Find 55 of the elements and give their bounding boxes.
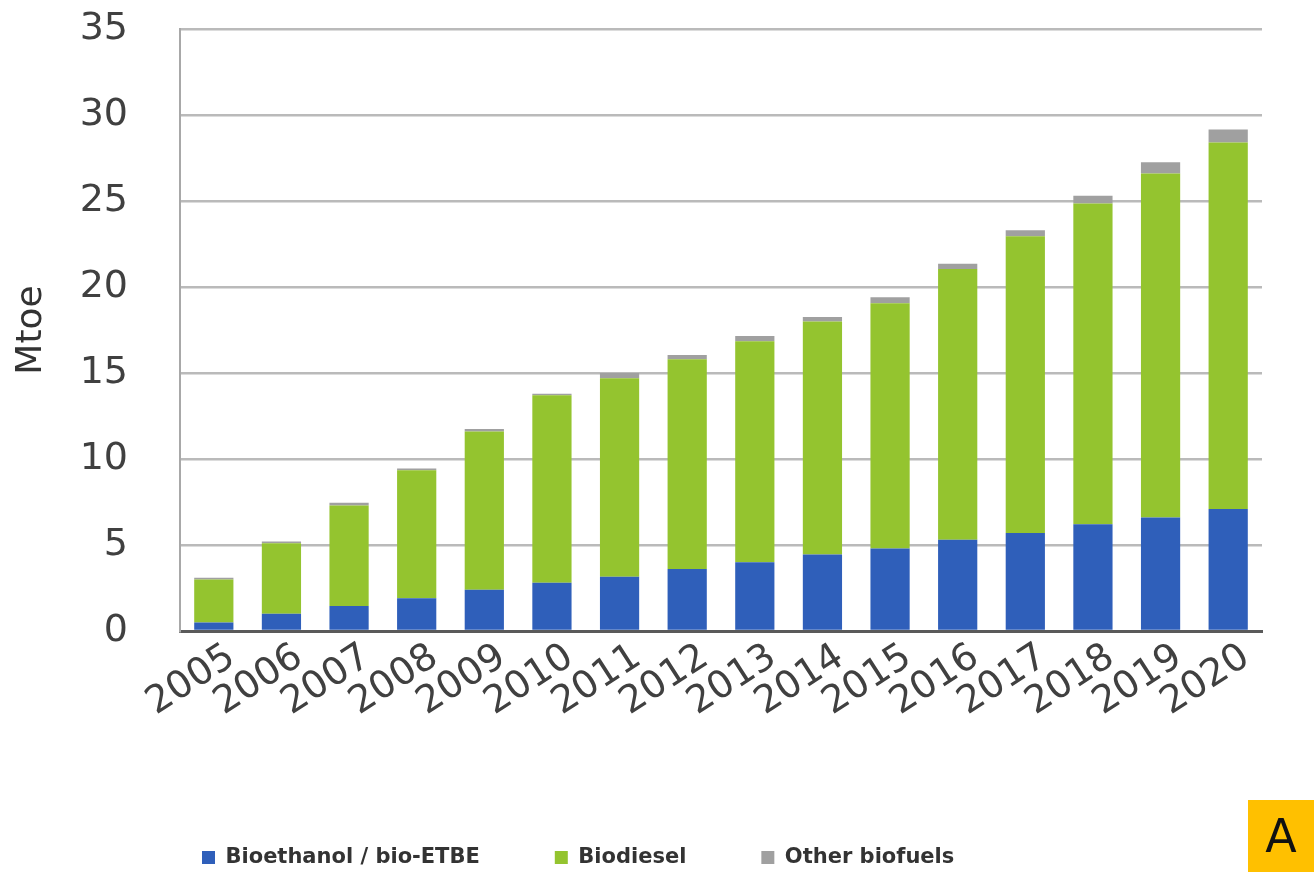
bar (397, 470, 437, 599)
y-tick-label: 15 (79, 347, 128, 392)
bar (1140, 517, 1181, 630)
y-tick-label: 25 (79, 175, 128, 220)
bar (532, 582, 572, 630)
bar (938, 268, 978, 540)
bar (1140, 173, 1181, 518)
bar (599, 373, 640, 379)
legend-label: Other biofuels (784, 843, 955, 868)
bar (938, 263, 978, 269)
bar (667, 354, 707, 360)
bar (735, 336, 775, 342)
legend-label: Biodiesel (578, 843, 687, 868)
bar (599, 576, 640, 630)
bar (802, 317, 843, 322)
legend-label: Bioethanol / bio-ETBE (225, 843, 480, 868)
bar (1208, 129, 1248, 143)
bar (802, 554, 843, 630)
bar (1208, 142, 1248, 509)
bar (397, 598, 437, 630)
bar (735, 341, 775, 563)
bar (870, 303, 910, 549)
bar (1005, 236, 1045, 533)
bar (599, 378, 640, 577)
y-axis-title: Mtoe (7, 285, 49, 375)
bar (938, 539, 978, 630)
bar (870, 297, 910, 304)
y-tick-label: 10 (79, 433, 128, 478)
bar (1073, 203, 1113, 525)
bar (1140, 162, 1181, 174)
bar (1005, 532, 1045, 630)
bar (194, 579, 234, 623)
bar (464, 431, 504, 590)
bar (194, 622, 234, 630)
bar (1073, 524, 1113, 630)
y-tick-label: 0 (103, 605, 128, 650)
bar (261, 543, 302, 614)
bar (735, 562, 775, 630)
bar (1073, 195, 1113, 204)
bar (532, 395, 572, 583)
bar (667, 359, 707, 570)
bar (329, 505, 369, 607)
y-tick-label: 5 (103, 519, 128, 564)
y-tick-label: 30 (79, 89, 128, 134)
bar (802, 321, 843, 555)
bar (464, 589, 504, 630)
bar (870, 548, 910, 630)
bar (667, 569, 707, 630)
bar (261, 613, 302, 630)
text: A (1248, 800, 1314, 872)
bar (1005, 230, 1045, 237)
bar (329, 606, 369, 630)
y-tick-label: 35 (79, 3, 128, 48)
y-tick-label: 20 (79, 261, 128, 306)
bar (1208, 508, 1248, 630)
